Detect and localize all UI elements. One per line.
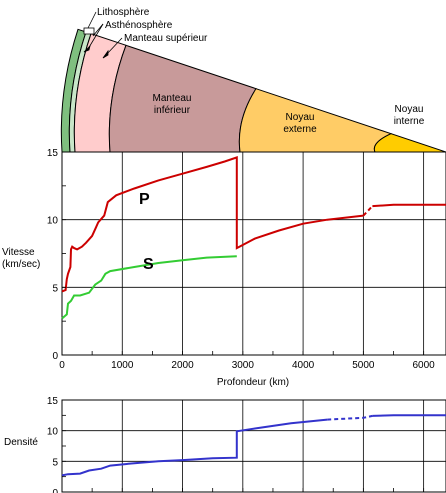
label-manteau-inferieur: Manteau inférieur bbox=[153, 93, 192, 116]
y-tick-label: 0 bbox=[52, 488, 58, 493]
velocity-plot-frame bbox=[61, 151, 446, 356]
series-label-s: S bbox=[143, 256, 154, 273]
series-line-0 bbox=[61, 418, 328, 477]
label-pointers bbox=[83, 11, 123, 59]
y-tick-label: 15 bbox=[47, 396, 59, 407]
velocity-ticks: 0 5 10 15 0 1000 2000 3000 4000 5000 6000 bbox=[47, 148, 435, 371]
label-lithosphere: Lithosphère bbox=[97, 7, 150, 18]
x-tick-label: 6000 bbox=[413, 360, 436, 371]
y-tick-label: 10 bbox=[47, 427, 59, 438]
density-grid bbox=[62, 400, 446, 492]
series-line-0-b bbox=[372, 414, 446, 417]
density-plot-frame bbox=[61, 399, 446, 493]
y-tick-label: 5 bbox=[52, 283, 58, 294]
velocity-chart: 0 5 10 15 0 1000 2000 3000 4000 5000 6000 P S Vite… bbox=[2, 148, 446, 388]
density-series bbox=[61, 414, 446, 477]
series-dashed-0 bbox=[362, 205, 374, 217]
velocity-grid bbox=[62, 152, 446, 355]
velocity-xlabel: Profondeur (km) bbox=[217, 377, 289, 388]
label-noyau-interne: Noyau interne bbox=[394, 104, 425, 127]
lithosphere-marker bbox=[83, 27, 95, 35]
layer-4 bbox=[238, 88, 393, 153]
x-tick-label: 5000 bbox=[352, 360, 375, 371]
layer-labels: Lithosphère Asthénosphère Manteau supéri… bbox=[97, 7, 425, 135]
layer-5 bbox=[373, 133, 446, 153]
x-tick-label: 0 bbox=[59, 360, 65, 371]
y-tick-label: 15 bbox=[47, 148, 59, 159]
label-manteau-superieur: Manteau supérieur bbox=[124, 33, 208, 44]
series-line-0-b bbox=[372, 203, 446, 208]
x-tick-label: 3000 bbox=[232, 360, 255, 371]
series-label-p: P bbox=[139, 191, 150, 208]
x-tick-label: 1000 bbox=[111, 360, 134, 371]
x-tick-label: 4000 bbox=[292, 360, 315, 371]
y-tick-label: 5 bbox=[52, 457, 58, 468]
velocity-series bbox=[61, 156, 446, 320]
density-ticks: 0 5 10 15 bbox=[47, 396, 425, 493]
series-dashed-0 bbox=[327, 414, 373, 421]
density-chart: 0 5 10 15 Densité bbox=[4, 396, 446, 493]
earth-cross-section bbox=[60, 28, 446, 153]
density-ylabel: Densité bbox=[4, 437, 38, 448]
label-asthenosphere: Asthénosphère bbox=[105, 20, 173, 31]
label-noyau-externe: Noyau externe bbox=[283, 112, 317, 135]
y-tick-label: 0 bbox=[52, 351, 58, 362]
y-tick-label: 10 bbox=[47, 216, 59, 227]
velocity-ylabel: Vitesse (km/sec) bbox=[2, 247, 40, 270]
series-line-0 bbox=[61, 156, 364, 293]
x-tick-label: 2000 bbox=[171, 360, 194, 371]
series-line-1 bbox=[61, 255, 237, 320]
